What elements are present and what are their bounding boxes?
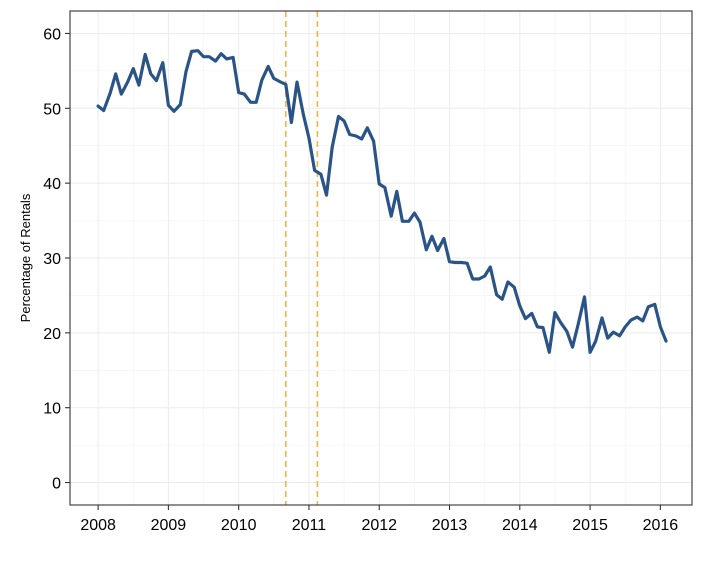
y-tick-label: 30 bbox=[43, 251, 61, 268]
series-line bbox=[96, 49, 668, 354]
x-tick-label: 2011 bbox=[292, 517, 327, 534]
x-tick-labels: 2008 2009 2010 2011 2012 2013 2014 2015 2016 bbox=[80, 517, 678, 534]
x-tick-label: 2009 bbox=[151, 517, 187, 534]
x-tick-label: 2016 bbox=[643, 517, 679, 534]
x-tick-label: 2012 bbox=[361, 517, 397, 534]
x-tick-label: 2014 bbox=[502, 517, 538, 534]
y-tick-label: 50 bbox=[43, 101, 61, 118]
y-tick-labels: 0 10 20 30 40 50 60 bbox=[43, 26, 61, 492]
x-tick-label: 2013 bbox=[432, 517, 468, 534]
x-tick-label: 2015 bbox=[572, 517, 608, 534]
y-tick-label: 20 bbox=[43, 326, 61, 343]
y-tick-label: 60 bbox=[43, 26, 61, 43]
x-tick-label: 2010 bbox=[221, 517, 257, 534]
axis-ticks bbox=[65, 32, 661, 510]
y-tick-label: 0 bbox=[52, 476, 61, 493]
y-axis-title: Percentage of Rentals bbox=[18, 193, 33, 322]
y-tick-label: 40 bbox=[43, 176, 61, 193]
y-tick-label: 10 bbox=[43, 401, 61, 418]
x-tick-label: 2008 bbox=[80, 517, 116, 534]
